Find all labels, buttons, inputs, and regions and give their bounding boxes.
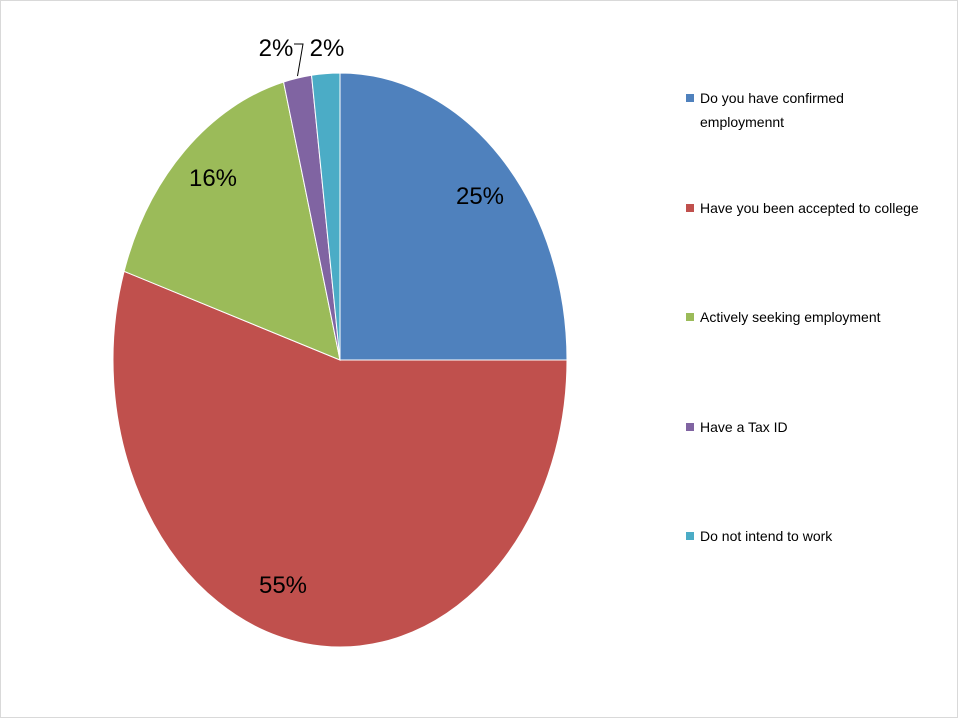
pie-slice-3 bbox=[123, 81, 341, 361]
pie-slice-2 bbox=[112, 270, 568, 648]
legend-swatch bbox=[686, 422, 694, 431]
legend-label: Have a Tax ID bbox=[700, 418, 788, 435]
legend-item-3: Actively seeking employment bbox=[686, 307, 936, 329]
data-label-5: 2% bbox=[310, 35, 345, 62]
data-label-2: 55% bbox=[259, 572, 307, 599]
legend-swatch bbox=[686, 313, 694, 321]
legend-item-4: Have a Tax ID bbox=[686, 417, 936, 439]
pie-slice-5 bbox=[311, 72, 341, 361]
data-label-4: 2% bbox=[259, 35, 294, 62]
legend-item-5: Do not intend to work bbox=[686, 526, 936, 548]
legend-swatch bbox=[686, 94, 694, 102]
data-label-3: 16% bbox=[189, 165, 237, 192]
legend-swatch bbox=[686, 532, 694, 540]
leader-line bbox=[294, 43, 304, 77]
data-label-1: 25% bbox=[456, 183, 504, 210]
legend-item-1: Do you have confirmed employmennt bbox=[686, 88, 936, 134]
legend-label: Do you have confirmed employmennt bbox=[700, 90, 844, 130]
legend-item-2: Have you been accepted to college bbox=[686, 198, 936, 220]
legend-label: Do not intend to work bbox=[700, 528, 833, 544]
legend-label: Actively seeking employment bbox=[700, 309, 881, 325]
legend-label: Have you been accepted to college bbox=[700, 199, 919, 216]
legend-swatch bbox=[686, 203, 694, 212]
pie-slice-1 bbox=[339, 72, 568, 361]
